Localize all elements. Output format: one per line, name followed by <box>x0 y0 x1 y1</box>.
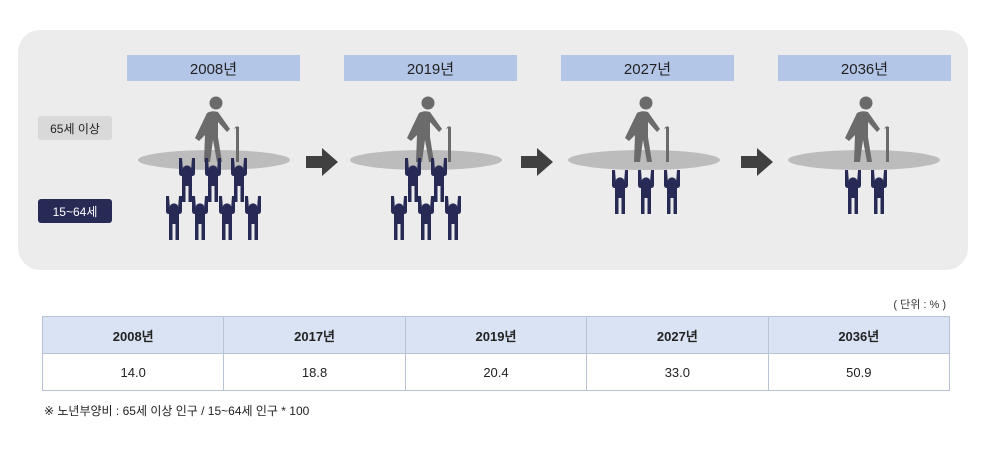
table-header-cell: 2036년 <box>767 316 951 354</box>
right-arrow-icon <box>521 148 553 176</box>
raised-arms-person-icon <box>166 196 182 240</box>
dependency-ratio-table: 2008년 2017년 2019년 2027년 2036년 14.0 18.8 … <box>41 316 951 391</box>
year-label-2027: 2027년 <box>561 55 734 81</box>
table-header-cell: 2019년 <box>404 316 588 354</box>
worker-group <box>166 158 261 240</box>
stage-2019 <box>350 96 502 240</box>
raised-arms-person-icon <box>845 170 861 214</box>
table-cell: 33.0 <box>586 353 769 391</box>
worker-group <box>845 170 887 214</box>
table-header-cell: 2027년 <box>586 316 769 354</box>
table-cell: 18.8 <box>223 353 406 391</box>
raised-arms-person-icon <box>445 196 461 240</box>
worker-group <box>612 170 680 214</box>
raised-arms-person-icon <box>245 196 261 240</box>
right-arrow-icon <box>306 148 338 176</box>
table-cell: 20.4 <box>404 353 588 391</box>
year-label-2019: 2019년 <box>344 55 517 81</box>
raised-arms-person-icon <box>871 170 887 214</box>
year-label-2008: 2008년 <box>127 55 300 81</box>
raised-arms-person-icon <box>219 196 235 240</box>
stage-2008 <box>138 96 290 240</box>
platform-ellipse <box>138 150 290 170</box>
stage-2027 <box>568 96 720 214</box>
raised-arms-person-icon <box>664 170 680 214</box>
year-label-2036: 2036년 <box>778 55 951 81</box>
worker-group <box>391 158 461 240</box>
footnote: ※ 노년부양비 : 65세 이상 인구 / 15~64세 인구 * 100 <box>44 404 310 418</box>
right-arrow-icon <box>741 148 773 176</box>
table-row: 14.0 18.8 20.4 33.0 50.9 <box>41 353 951 391</box>
stage-2036 <box>788 96 940 214</box>
legend-working-age-label: 15~64세 <box>38 199 112 223</box>
raised-arms-person-icon <box>638 170 654 214</box>
platform-ellipse <box>350 150 502 170</box>
legend-senior-label: 65세 이상 <box>38 116 112 140</box>
unit-label: ( 단위 : % ) <box>893 299 946 311</box>
table-cell: 50.9 <box>767 353 951 391</box>
platform-ellipse <box>788 150 940 170</box>
table-cell: 14.0 <box>41 353 225 391</box>
dependency-illustration <box>138 96 940 240</box>
raised-arms-person-icon <box>418 196 434 240</box>
raised-arms-person-icon <box>192 196 208 240</box>
table-header-cell: 2017년 <box>223 316 406 354</box>
platform-ellipse <box>568 150 720 170</box>
table-header-cell: 2008년 <box>41 316 225 354</box>
table-header-row: 2008년 2017년 2019년 2027년 2036년 <box>41 316 951 354</box>
raised-arms-person-icon <box>391 196 407 240</box>
raised-arms-person-icon <box>612 170 628 214</box>
